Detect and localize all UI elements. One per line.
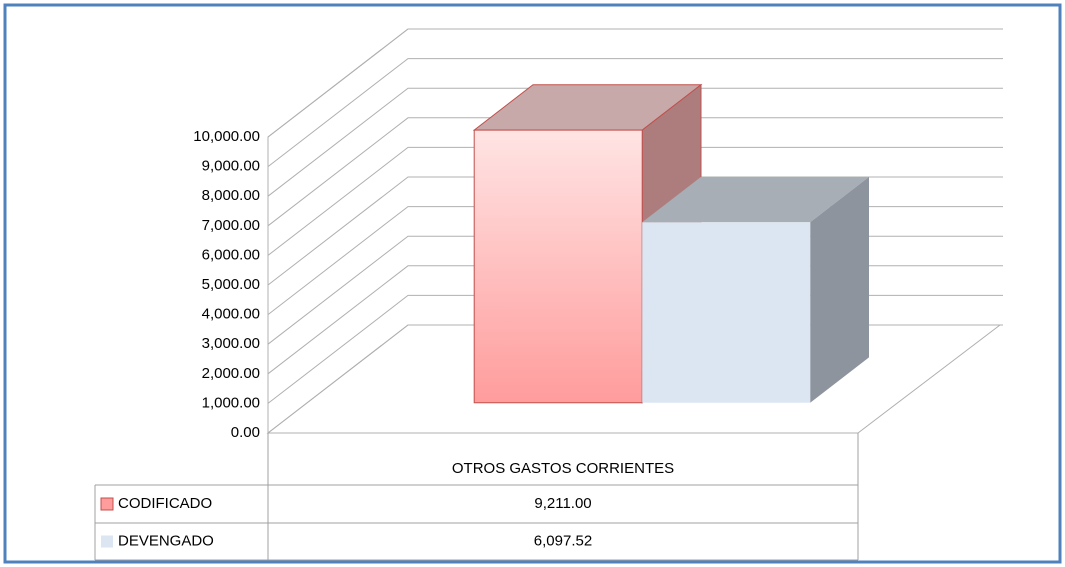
grid-line <box>267 146 1003 256</box>
legend-label: CODIFICADO <box>118 495 212 512</box>
grid-line <box>267 28 1003 138</box>
bar <box>642 222 811 403</box>
y-tick-label: 0.00 <box>231 424 260 441</box>
value-label: 6,097.52 <box>534 532 592 549</box>
bar <box>473 129 643 404</box>
bar-side <box>810 176 869 403</box>
frame <box>3 3 1062 564</box>
y-tick-label: 5,000.00 <box>202 276 260 293</box>
y-tick-label: 1,000.00 <box>202 394 260 411</box>
y-tick-label: 7,000.00 <box>202 217 260 234</box>
bar-top <box>642 176 869 223</box>
grid-line <box>267 117 1003 227</box>
y-tick-label: 6,000.00 <box>202 246 260 263</box>
y-tick-label: 10,000.00 <box>193 128 260 145</box>
legend-swatch <box>100 497 114 511</box>
y-tick-label: 9,000.00 <box>202 158 260 175</box>
legend-label: DEVENGADO <box>118 532 214 549</box>
y-tick-label: 2,000.00 <box>202 365 260 382</box>
grid-line <box>267 87 1003 197</box>
y-tick-label: 4,000.00 <box>202 306 260 323</box>
value-label: 9,211.00 <box>534 495 591 512</box>
x-tick-label: OTROS GASTOS CORRIENTES <box>452 460 674 477</box>
y-tick-label: 3,000.00 <box>202 335 260 352</box>
grid-line <box>267 58 1003 167</box>
legend-swatch <box>101 535 113 548</box>
y-tick-label: 8,000.00 <box>202 187 260 204</box>
